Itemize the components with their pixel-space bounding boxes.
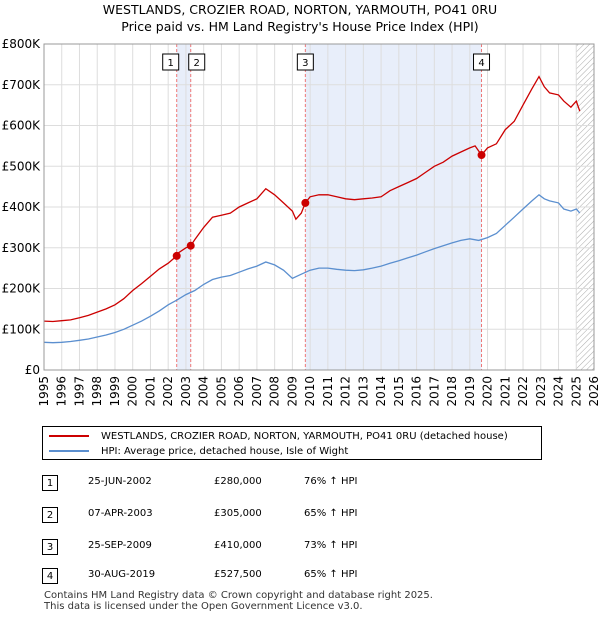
x-tick-label: 2016 (410, 376, 424, 407)
y-tick-label: £800K (2, 37, 42, 51)
x-tick-label: 2011 (321, 376, 335, 407)
sale-hpi-diff: 73% ↑ HPI (304, 540, 358, 551)
sale-date: 25-SEP-2009 (88, 540, 152, 551)
x-tick-label: 2015 (392, 376, 406, 407)
hpi-line (43, 193, 581, 344)
sale-date: 30-AUG-2019 (88, 569, 156, 580)
y-tick-label: £500K (2, 159, 42, 173)
y-tick-label: £600K (2, 119, 42, 133)
legend-swatch-hpi (49, 450, 89, 452)
sale-price: £305,000 (214, 508, 262, 519)
footer-attribution: Contains HM Land Registry data © Crown c… (44, 590, 433, 612)
chart-legend: WESTLANDS, CROZIER ROAD, NORTON, YARMOUT… (42, 426, 542, 460)
sale-point (301, 198, 310, 207)
x-tick-label: 2001 (143, 376, 157, 407)
x-tick-label: 2007 (250, 376, 264, 407)
sale-number-label: 4 (478, 58, 484, 69)
x-tick-label: 1997 (72, 376, 86, 407)
chart-title-line1: WESTLANDS, CROZIER ROAD, NORTON, YARMOUT… (102, 2, 498, 17)
legend-swatch-price (49, 435, 89, 437)
y-tick-label: £100K (2, 322, 42, 336)
sale-date: 07-APR-2003 (88, 508, 153, 519)
table-row: 1 25-JUN-2002 £280,000 76% ↑ HPI (42, 473, 562, 493)
y-tick-label: £400K (2, 200, 42, 214)
x-tick-label: 2013 (356, 376, 370, 407)
sale-point (172, 251, 181, 260)
price-chart: £0 £100K £200K £300K £400K £500K £600K £700K £80… (2, 37, 600, 407)
sale-number-label: 1 (168, 58, 174, 69)
sale-number-badge: 1 (42, 475, 58, 491)
sale-date: 25-JUN-2002 (88, 476, 152, 487)
x-tick-label: 2009 (285, 376, 299, 407)
sale-price: £280,000 (214, 476, 262, 487)
sale-point (186, 241, 195, 250)
x-tick-label: 1996 (55, 376, 69, 407)
footer-line2: This data is licensed under the Open Gov… (44, 601, 363, 612)
sale-number-box (296, 53, 314, 71)
sale-point (477, 151, 486, 160)
x-tick-label: 2025 (569, 376, 583, 407)
sale-number-badge: 2 (42, 507, 58, 523)
x-tick-label: 2002 (161, 376, 175, 407)
x-tick-label: 2012 (339, 376, 353, 407)
x-tick-label: 2003 (179, 376, 193, 407)
x-tick-label: 1998 (90, 376, 104, 407)
y-tick-label: £0 (25, 363, 40, 377)
sale-number-box (188, 53, 206, 71)
x-tick-label: 2018 (445, 376, 459, 407)
x-tick-label: 2024 (552, 376, 566, 407)
table-row: 3 25-SEP-2009 £410,000 73% ↑ HPI (42, 537, 562, 557)
y-tick-label: £700K (2, 78, 42, 92)
sale-hpi-diff: 76% ↑ HPI (304, 476, 358, 487)
x-tick-label: 2014 (374, 376, 388, 407)
x-tick-label: 1999 (108, 376, 122, 407)
sale-number-box (162, 53, 180, 71)
x-tick-label: 2022 (516, 376, 530, 407)
sale-price: £527,500 (214, 569, 262, 580)
x-tick-label: 2008 (268, 376, 282, 407)
x-tick-label: 2023 (534, 376, 548, 407)
sale-number-badge: 4 (42, 568, 58, 584)
chart-title-line2: Price paid vs. HM Land Registry's House … (121, 19, 479, 34)
sale-hpi-diff: 65% ↑ HPI (304, 569, 358, 580)
x-tick-label: 2021 (498, 376, 512, 407)
sale-number-label: 3 (302, 58, 308, 69)
x-tick-label: 2006 (232, 376, 246, 407)
x-tick-label: 2019 (463, 376, 477, 407)
footer-line1: Contains HM Land Registry data © Crown c… (44, 590, 433, 601)
legend-item-hpi: HPI: Average price, detached house, Isle… (49, 444, 348, 458)
sale-number-box (473, 53, 491, 71)
x-tick-label: 2017 (427, 376, 441, 407)
y-tick-label: £200K (2, 282, 42, 296)
x-tick-label: 2026 (587, 376, 600, 407)
sale-number-label: 2 (194, 58, 200, 69)
plot-border (43, 43, 595, 371)
x-tick-label: 1995 (37, 376, 51, 407)
x-tick-label: 2020 (481, 376, 495, 407)
x-tick-label: 2005 (214, 376, 228, 407)
sale-number-badge: 3 (42, 539, 58, 555)
x-tick-label: 2004 (197, 376, 211, 407)
legend-label-hpi: HPI: Average price, detached house, Isle… (101, 445, 349, 457)
legend-label-price: WESTLANDS, CROZIER ROAD, NORTON, YARMOUT… (101, 430, 508, 442)
sale-hpi-diff: 65% ↑ HPI (304, 508, 358, 519)
table-row: 4 30-AUG-2019 £527,500 65% ↑ HPI (42, 566, 562, 586)
price-paid-line (43, 75, 581, 323)
table-row: 2 07-APR-2003 £305,000 65% ↑ HPI (42, 505, 562, 525)
x-tick-label: 2010 (303, 376, 317, 407)
sale-price: £410,000 (214, 540, 262, 551)
legend-item-price: WESTLANDS, CROZIER ROAD, NORTON, YARMOUT… (49, 429, 508, 443)
x-tick-label: 2000 (126, 376, 140, 407)
y-tick-label: £300K (2, 241, 42, 255)
